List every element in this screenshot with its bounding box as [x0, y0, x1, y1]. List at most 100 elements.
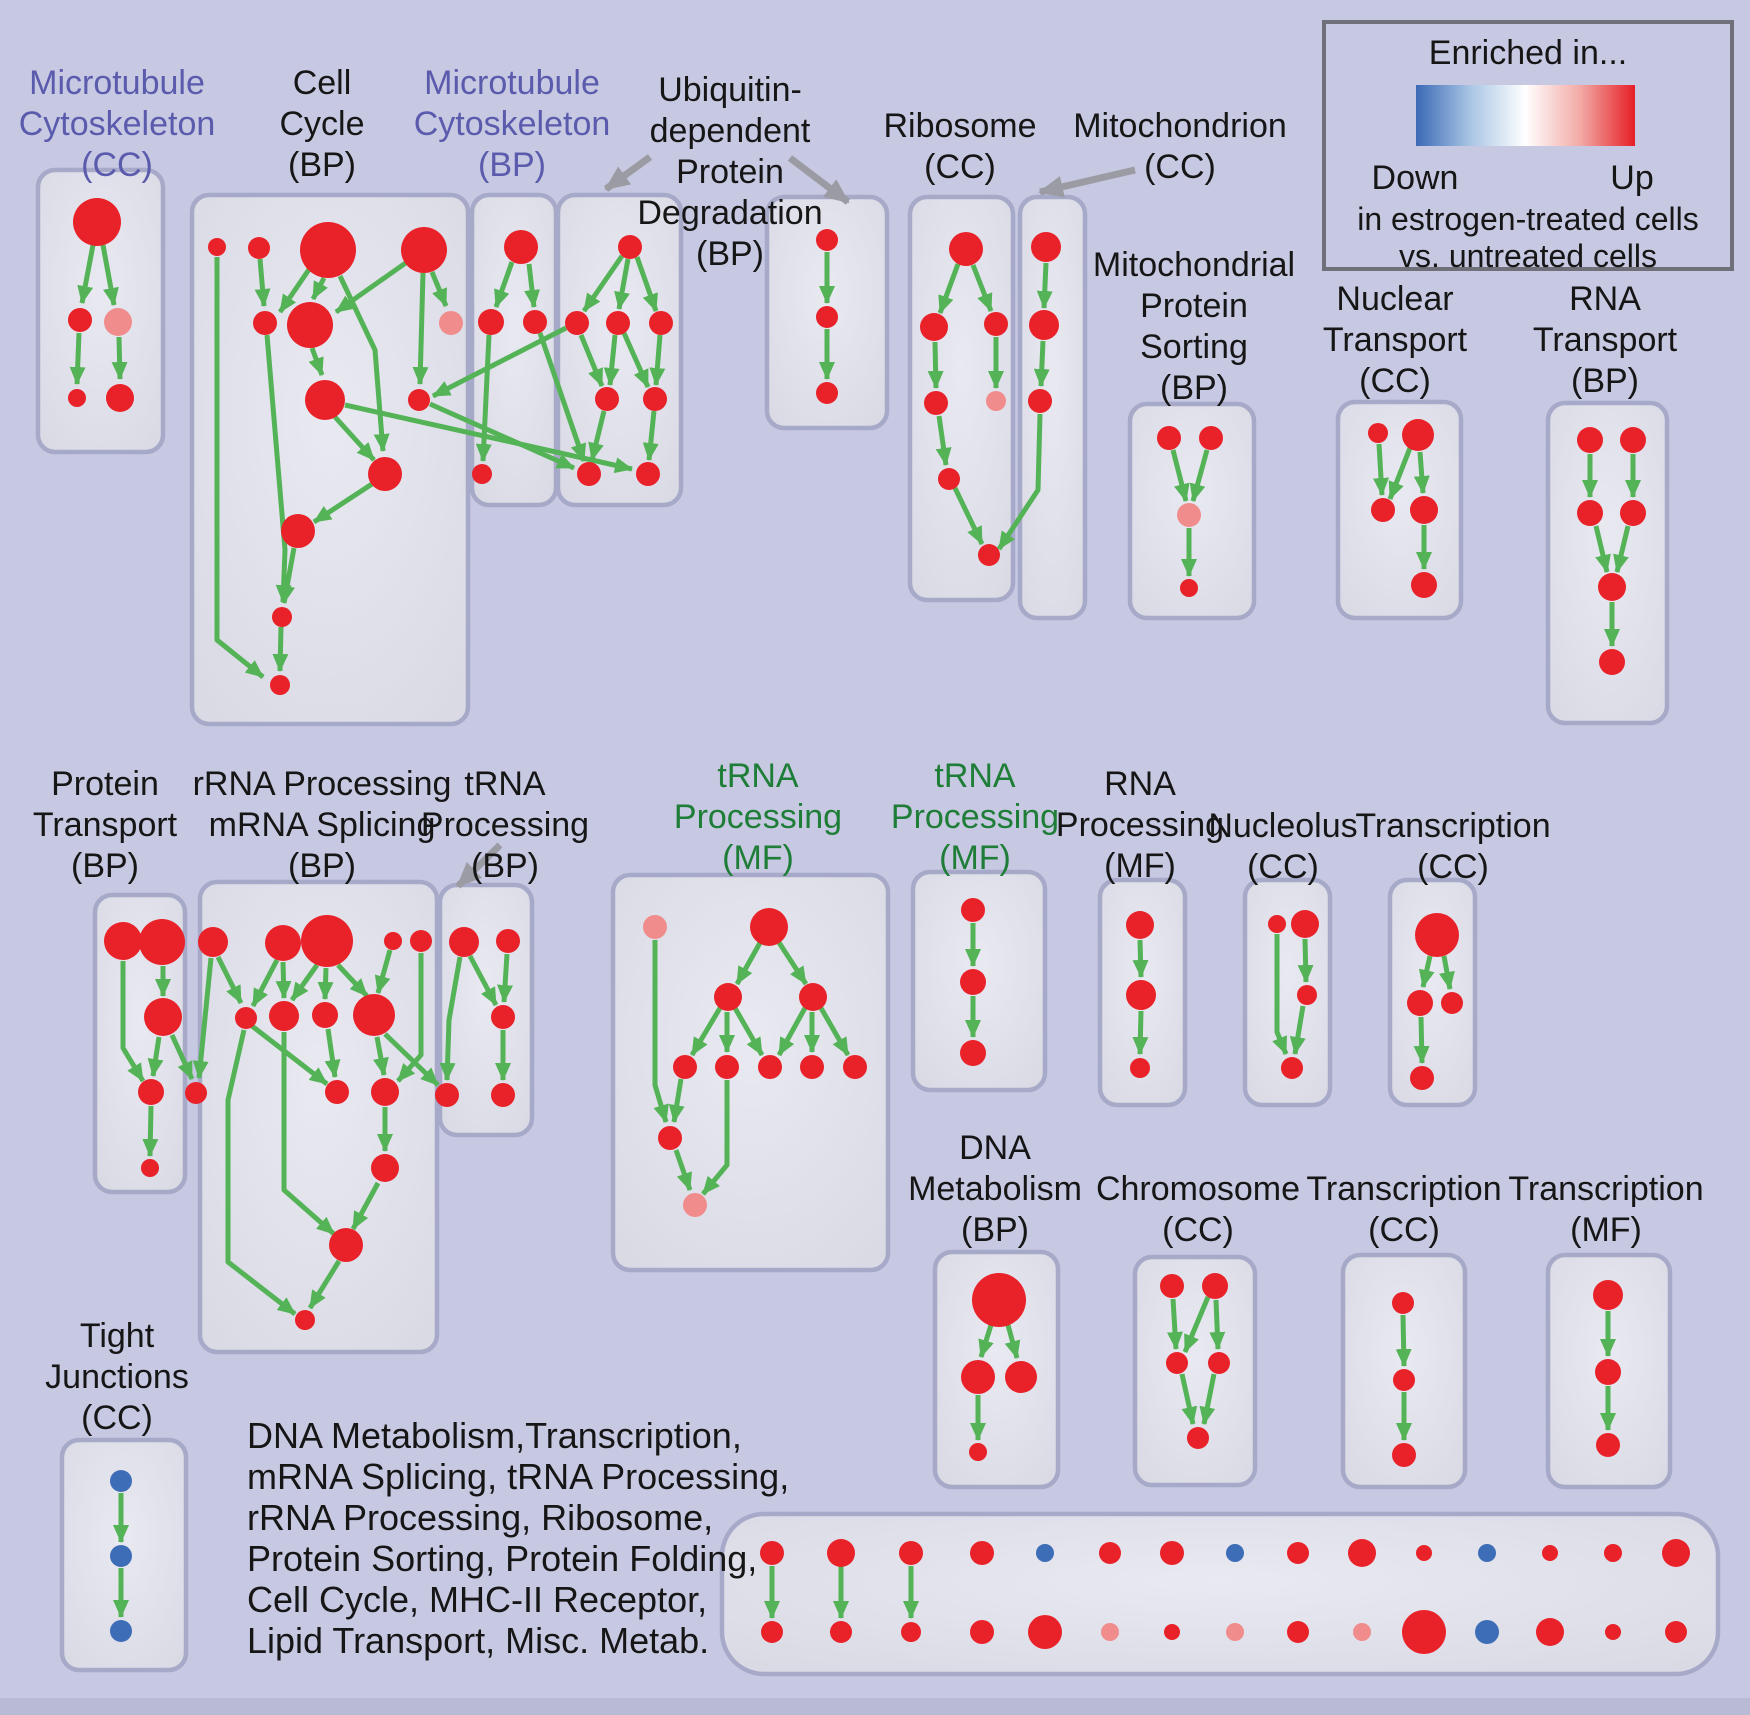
edge-rrna_mrna-8	[373, 1036, 389, 1076]
node-mtc_cc-2	[104, 308, 132, 336]
node-nuclear_transport-2	[1371, 498, 1395, 522]
edge-ribosome-0	[937, 263, 961, 314]
edge-ubiquitin-1	[614, 258, 631, 310]
node-chromosome-1	[1202, 1273, 1228, 1299]
edge-mitochondrion-2	[996, 413, 1043, 551]
edge-rrna_mrna-13	[383, 1032, 440, 1087]
edge-chromosome-3	[1179, 1373, 1198, 1425]
edge-rrna_mrna-5	[317, 967, 334, 1000]
node-trna_mf2-1	[960, 969, 986, 995]
cluster-box-misc-panel	[719, 1511, 1721, 1677]
node-ribosome-0	[949, 232, 983, 266]
node-trna_bp-3	[435, 1083, 459, 1107]
node-nucleolus-2	[1297, 985, 1317, 1005]
node-mtc_cc-3	[68, 389, 86, 407]
edge-trna_mf1-2	[689, 1006, 723, 1057]
legend-subtitle-2: vs. untreated cells	[1399, 238, 1657, 274]
legend-up-label: Up	[1610, 159, 1654, 197]
node-mtc_cc-4	[106, 384, 134, 412]
node-cell_cycle-12	[270, 675, 290, 695]
edge-mtc_cc-1	[100, 244, 119, 306]
node-misc-bottom-2	[901, 1622, 921, 1642]
node-ubiquitin-4	[595, 387, 619, 411]
node-misc-top-0	[760, 1541, 784, 1565]
edge-rrna_mrna-14	[225, 1029, 297, 1316]
node-rna_transport-3	[1620, 500, 1646, 526]
edge-transcription_cc_mid-0	[1418, 955, 1435, 988]
legend-gradient-bar	[1416, 85, 1635, 146]
node-rna_processing-0	[1126, 911, 1154, 939]
edge-ubiquitin-3	[578, 334, 605, 387]
node-cell_cycle-1	[248, 237, 270, 259]
edge-ribosome-4	[935, 415, 952, 466]
legend-box: Enriched in... Down Up in estrogen-treat…	[1322, 20, 1734, 274]
edge-ribosome-5	[952, 486, 985, 546]
node-transcription_cc_mid-0	[1415, 913, 1459, 957]
edge-chromosome-2	[1209, 1299, 1226, 1350]
edge-rrna_mrna-1	[215, 955, 244, 1005]
node-chromosome-0	[1160, 1274, 1184, 1298]
edge-trna_mf1-5	[776, 1006, 808, 1057]
node-trna_mf1-8	[843, 1055, 867, 1079]
node-trna_bp-0	[449, 927, 479, 957]
node-dna_metabolism-2	[1005, 1361, 1037, 1393]
edge-mtc_bp-0	[493, 261, 515, 308]
edge-ubiquitin-6	[649, 334, 666, 386]
node-rrna_mrna-6	[269, 1001, 299, 1031]
node-cell_cycle-6	[439, 311, 463, 335]
node-nuclear_transport-0	[1368, 423, 1388, 443]
node-mitochondrion-1	[1029, 310, 1059, 340]
node-nucleolus-0	[1268, 915, 1286, 933]
node-rna_transport-1	[1620, 427, 1646, 453]
node-dna_metabolism-0	[972, 1273, 1026, 1327]
edge-rna_transport-3	[1613, 525, 1631, 573]
node-misc-bottom-7	[1226, 1623, 1244, 1641]
edge-trna_bp-1	[497, 953, 514, 1003]
node-trna_mf1-10	[683, 1193, 707, 1217]
node-misc-bottom-6	[1164, 1624, 1180, 1640]
edge-protein_transport-2	[169, 1033, 195, 1081]
edge-ubiquitin-4	[603, 334, 620, 386]
node-nuclear_transport-1	[1402, 419, 1434, 451]
node-cell_cycle-10	[281, 514, 315, 548]
node-rna_transport-5	[1599, 649, 1625, 675]
node-misc-bottom-4	[1028, 1615, 1062, 1649]
node-ribosome-2	[984, 312, 1008, 336]
edge-mito_protein_sorting-0	[1170, 449, 1190, 502]
edge-mtc_cc-2	[69, 332, 86, 385]
edge-cell_cycle-0	[214, 257, 265, 679]
cluster-box-chromosome	[1132, 1254, 1258, 1488]
edge-ribosome-1	[970, 264, 994, 312]
node-ubiquitin-7	[636, 462, 660, 486]
legend-down-label: Down	[1371, 159, 1459, 197]
node-trna_mf1-4	[673, 1055, 697, 1079]
edge-rrna_mrna-10	[250, 1024, 329, 1086]
node-misc-top-11	[1478, 1544, 1496, 1562]
node-rna_transport-4	[1598, 573, 1626, 601]
node-trna_mf1-5	[715, 1055, 739, 1079]
edge-rrna_mrna-0	[192, 957, 214, 1079]
edge-cell_cycle-6	[429, 271, 449, 307]
node-mito_protein_sorting-2	[1177, 503, 1201, 527]
edge-trna_mf1-4	[732, 1006, 765, 1057]
node-ubiquitin-6	[577, 462, 601, 486]
edge-ubiquitin-0	[581, 254, 625, 313]
node-misc-bottom-0	[761, 1621, 783, 1643]
node-rrna_mrna-11	[371, 1078, 399, 1106]
node-nucleolus-3	[1281, 1057, 1303, 1079]
edge-trna_mf1-8	[652, 940, 669, 1123]
node-rrna_mrna-4	[410, 930, 432, 952]
edge-cell_cycle-13	[272, 626, 289, 672]
node-mtc_cc-0	[73, 198, 121, 246]
node-transcription_mf-1	[1595, 1359, 1621, 1385]
node-ubiquitin_chain-1	[816, 306, 838, 328]
edge-trna_bp-0	[467, 954, 499, 1007]
edge-cell_cycle-2	[277, 263, 315, 314]
node-trna_mf1-2	[714, 983, 742, 1011]
edge-nuclear_transport-1	[1387, 447, 1413, 500]
edge-mtc_bp-1	[524, 263, 540, 308]
edge-cell_cycle-15	[428, 401, 576, 471]
node-protein_transport-1	[139, 919, 185, 965]
node-transcription_mf-2	[1596, 1433, 1620, 1457]
node-chromosome-4	[1187, 1427, 1209, 1449]
